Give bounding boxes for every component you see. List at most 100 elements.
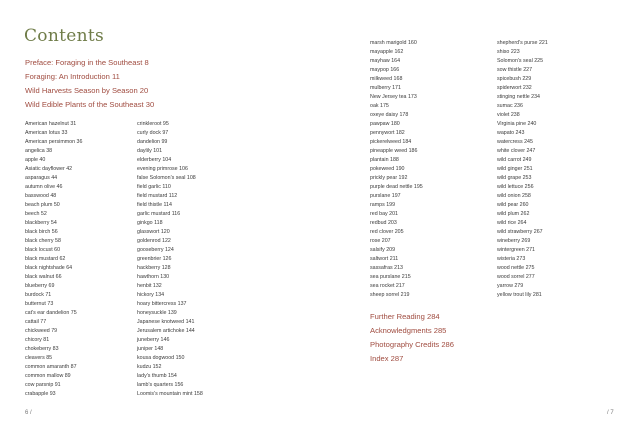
toc-entry[interactable]: salsify 209 — [370, 247, 396, 253]
toc-entry[interactable]: juneberry 146 — [137, 337, 170, 343]
toc-entry[interactable]: wild onion 258 — [497, 193, 531, 199]
toc-index[interactable]: Index 287 — [370, 354, 404, 363]
toc-entry[interactable]: black nightshade 64 — [25, 265, 73, 271]
toc-entry[interactable]: yarrow 279 — [497, 283, 524, 289]
toc-entry[interactable]: daylily 101 — [137, 148, 163, 154]
toc-entry[interactable]: sea purslane 215 — [370, 274, 411, 280]
toc-entry[interactable]: sumac 236 — [497, 103, 523, 109]
toc-entry[interactable]: hoary bittercress 137 — [137, 301, 187, 307]
toc-entry[interactable]: black locust 60 — [25, 247, 61, 253]
toc-further-reading[interactable]: Further Reading 284 — [370, 312, 440, 321]
toc-entry[interactable]: American hazelnut 31 — [25, 121, 77, 127]
toc-entry[interactable]: cattail 77 — [25, 319, 47, 325]
toc-entry[interactable]: greenbrier 126 — [137, 256, 172, 262]
toc-entry[interactable]: ramps 199 — [370, 202, 396, 208]
toc-entry[interactable]: purple dead nettle 195 — [370, 184, 423, 190]
toc-entry[interactable]: New Jersey tea 173 — [370, 94, 417, 100]
toc-entry[interactable]: Asiatic dayflower 42 — [25, 166, 73, 172]
toc-entry[interactable]: oak 175 — [370, 103, 389, 109]
toc-entry[interactable]: mulberry 171 — [370, 85, 401, 91]
toc-entry[interactable]: pennywort 182 — [370, 130, 405, 136]
toc-entry[interactable]: curly dock 97 — [137, 130, 169, 136]
toc-entry[interactable]: Solomon's seal 225 — [497, 58, 544, 64]
toc-entry[interactable]: crabapple 93 — [25, 391, 56, 397]
toc-preface[interactable]: Preface: Foraging in the Southeast 8 — [25, 58, 149, 67]
toc-wild-edible-plants[interactable]: Wild Edible Plants of the Southeast 30 — [25, 100, 155, 109]
toc-entry[interactable]: field mustard 112 — [137, 193, 178, 199]
toc-entry[interactable]: oxeye daisy 178 — [370, 112, 409, 118]
toc-entry[interactable]: lamb's quarters 156 — [137, 382, 184, 388]
toc-entry[interactable]: sea rocket 217 — [370, 283, 405, 289]
toc-entry[interactable]: crinkleroot 95 — [137, 121, 169, 127]
toc-acknowledgments[interactable]: Acknowledgments 285 — [370, 326, 447, 335]
toc-entry[interactable]: white clover 247 — [497, 148, 536, 154]
toc-entry[interactable]: black mustard 62 — [25, 256, 66, 262]
toc-entry[interactable]: chickweed 79 — [25, 328, 58, 334]
toc-entry[interactable]: wintergreen 271 — [497, 247, 535, 253]
toc-entry[interactable]: wood sorrel 277 — [497, 274, 535, 280]
toc-entry[interactable]: lady's thumb 154 — [137, 373, 177, 379]
toc-entry[interactable]: American lotus 33 — [25, 130, 68, 136]
toc-entry[interactable]: wood nettle 275 — [497, 265, 535, 271]
toc-entry[interactable]: black walnut 66 — [25, 274, 62, 280]
toc-entry[interactable]: pickerelweed 184 — [370, 139, 412, 145]
toc-entry[interactable]: apple 40 — [25, 157, 46, 163]
toc-entry[interactable]: wapato 243 — [497, 130, 525, 136]
toc-entry[interactable]: dandelion 99 — [137, 139, 168, 145]
toc-entry[interactable]: pokeweed 190 — [370, 166, 405, 172]
toc-entry[interactable]: pineapple weed 186 — [370, 148, 418, 154]
toc-entry[interactable]: Japanese knotweed 141 — [137, 319, 195, 325]
toc-entry[interactable]: elderberry 104 — [137, 157, 172, 163]
toc-photography-credits[interactable]: Photography Credits 286 — [370, 340, 455, 349]
toc-entry[interactable]: field thistle 114 — [137, 202, 172, 208]
toc-entry[interactable]: burdock 71 — [25, 292, 52, 298]
toc-entry[interactable]: rose 207 — [370, 238, 391, 244]
toc-entry[interactable]: angelica 38 — [25, 148, 53, 154]
toc-entry[interactable]: goldenrod 122 — [137, 238, 171, 244]
toc-entry[interactable]: hackberry 128 — [137, 265, 171, 271]
toc-entry[interactable]: blackberry 54 — [25, 220, 57, 226]
toc-entry[interactable]: shiso 223 — [497, 49, 520, 55]
toc-entry[interactable]: wild grape 253 — [497, 175, 532, 181]
toc-entry[interactable]: common amaranth 87 — [25, 364, 77, 370]
toc-wild-harvests[interactable]: Wild Harvests Season by Season 20 — [25, 86, 149, 95]
toc-entry[interactable]: Jerusalem artichoke 144 — [137, 328, 195, 334]
toc-entry[interactable]: field garlic 110 — [137, 184, 171, 190]
toc-entry[interactable]: spicebush 229 — [497, 76, 532, 82]
toc-entry[interactable]: evening primrose 106 — [137, 166, 188, 172]
toc-entry[interactable]: basswood 48 — [25, 193, 57, 199]
toc-entry[interactable]: watercress 245 — [497, 139, 533, 145]
toc-entry[interactable]: mayhaw 164 — [370, 58, 401, 64]
toc-entry[interactable]: cow parsnip 91 — [25, 382, 61, 388]
toc-entry[interactable]: Loomis's mountain mint 158 — [137, 391, 203, 397]
toc-entry[interactable]: common mallow 89 — [25, 373, 71, 379]
toc-entry[interactable]: spiderwort 232 — [497, 85, 532, 91]
toc-entry[interactable]: asparagus 44 — [25, 175, 58, 181]
toc-entry[interactable]: hawthorn 130 — [137, 274, 170, 280]
toc-entry[interactable]: purslane 197 — [370, 193, 401, 199]
toc-entry[interactable]: prickly pear 192 — [370, 175, 408, 181]
toc-entry[interactable]: violet 238 — [497, 112, 520, 118]
toc-entry[interactable]: marsh marigold 160 — [370, 40, 417, 46]
toc-entry[interactable]: wild rice 264 — [497, 220, 527, 226]
toc-introduction[interactable]: Foraging: An Introduction 11 — [25, 72, 120, 81]
toc-entry[interactable]: pawpaw 180 — [370, 121, 400, 127]
toc-entry[interactable]: American persimmon 36 — [25, 139, 83, 145]
toc-entry[interactable]: henbit 132 — [137, 283, 162, 289]
toc-entry[interactable]: garlic mustard 116 — [137, 211, 181, 217]
toc-entry[interactable]: wild pear 260 — [497, 202, 529, 208]
toc-entry[interactable]: stinging nettle 234 — [497, 94, 540, 100]
toc-entry[interactable]: false Solomon's seal 108 — [137, 175, 196, 181]
toc-entry[interactable]: mayapple 162 — [370, 49, 404, 55]
toc-entry[interactable]: ginkgo 118 — [137, 220, 163, 226]
toc-entry[interactable]: juniper 148 — [137, 346, 164, 352]
toc-entry[interactable]: plantain 188 — [370, 157, 399, 163]
toc-entry[interactable]: chokeberry 83 — [25, 346, 59, 352]
toc-entry[interactable]: redbud 203 — [370, 220, 397, 226]
toc-entry[interactable]: kousa dogwood 150 — [137, 355, 185, 361]
toc-entry[interactable]: wild lettuce 256 — [497, 184, 534, 190]
toc-entry[interactable]: butternut 73 — [25, 301, 54, 307]
toc-entry[interactable]: wineberry 269 — [497, 238, 531, 244]
toc-entry[interactable]: black cherry 58 — [25, 238, 61, 244]
toc-entry[interactable]: wild plum 262 — [497, 211, 530, 217]
